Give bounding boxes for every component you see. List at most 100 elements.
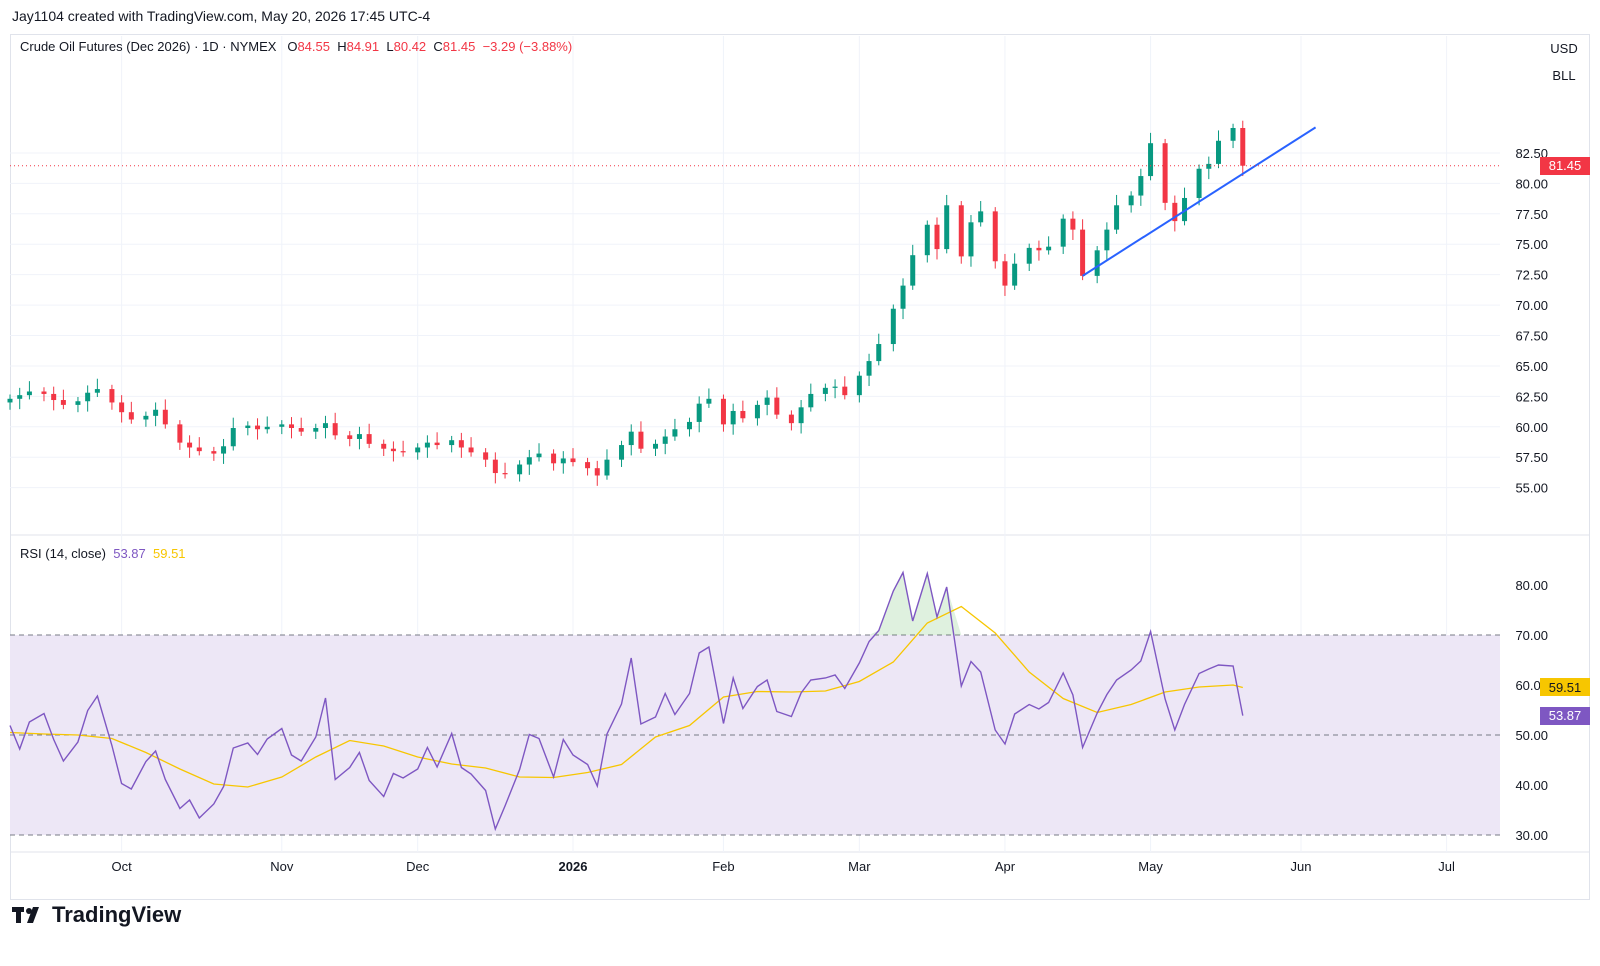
candle-body xyxy=(492,459,498,474)
candle-body xyxy=(740,410,746,419)
last-price-tag: 81.45 xyxy=(1540,156,1590,175)
candle-body xyxy=(1104,229,1110,251)
candle-body xyxy=(298,428,304,432)
candle-body xyxy=(900,285,906,309)
candle-body xyxy=(279,424,285,427)
candle-body xyxy=(866,361,872,376)
high-value: 84.91 xyxy=(346,39,380,54)
trendline xyxy=(1082,126,1317,277)
rsi-label[interactable]: RSI (14, close) xyxy=(20,546,106,561)
candle-body xyxy=(788,414,794,424)
candle-body xyxy=(1094,250,1100,276)
candle-body xyxy=(41,391,47,394)
candle-body xyxy=(774,397,780,415)
rsi-ma-tag: 59.51 xyxy=(1540,678,1590,697)
tradingview-logo[interactable]: TradingView xyxy=(12,902,181,928)
symbol-label[interactable]: Crude Oil Futures (Dec 2026) · 1D · NYME… xyxy=(20,39,277,54)
candle-body xyxy=(842,386,848,396)
candle-body xyxy=(1206,163,1212,169)
candle-body xyxy=(109,389,115,403)
candle-body xyxy=(434,442,440,446)
candle-body xyxy=(356,434,362,439)
rsi-band xyxy=(10,634,1500,836)
candle-body xyxy=(17,395,23,399)
candle-body xyxy=(85,392,91,402)
candle-body xyxy=(1012,263,1018,286)
rsi-line xyxy=(9,570,1244,832)
candlesticks xyxy=(7,120,1500,486)
candle-body xyxy=(619,445,625,460)
candle-body xyxy=(1128,195,1134,206)
candle-body xyxy=(255,425,261,430)
rsi-ma-legend-value: 59.51 xyxy=(153,546,186,561)
price-tick-label: 70.00 xyxy=(1515,298,1548,313)
candle-body xyxy=(604,459,610,476)
price-tick-label: 57.50 xyxy=(1515,450,1548,465)
currency-button[interactable]: USD xyxy=(1542,36,1586,60)
price-tick-label: 62.50 xyxy=(1515,389,1548,404)
candle-body xyxy=(449,440,455,446)
candle-body xyxy=(75,401,81,405)
time-tick-label: Mar xyxy=(848,859,871,874)
candle-body xyxy=(60,400,66,405)
candle-body xyxy=(992,211,998,262)
candle-body xyxy=(221,446,227,454)
chart-frame xyxy=(10,34,1590,900)
candle-body xyxy=(162,409,168,425)
axes: Oct Nov Dec 2026 Feb Mar Apr May Jun Jul 55.00 57.5… xyxy=(112,146,1548,874)
price-tick-label: 60.00 xyxy=(1515,420,1548,435)
candle-body xyxy=(856,375,862,396)
time-tick-label: Dec xyxy=(406,859,430,874)
candle-body xyxy=(570,458,576,463)
rsi-tick-label: 30.00 xyxy=(1515,828,1548,843)
time-tick-label: Feb xyxy=(712,859,734,874)
time-tick-label: Jul xyxy=(1438,859,1455,874)
candle-body xyxy=(7,398,13,403)
candle-body xyxy=(934,224,940,250)
candle-body xyxy=(706,398,712,404)
candle-body xyxy=(1026,247,1032,264)
rsi-tick-label: 80.00 xyxy=(1515,578,1548,593)
price-tick-label: 65.00 xyxy=(1515,359,1548,374)
candle-body xyxy=(910,255,916,286)
tradingview-logo-icon xyxy=(12,907,39,923)
candle-body xyxy=(322,423,328,429)
candle-body xyxy=(415,447,421,453)
candle-body xyxy=(143,415,149,420)
candle-body xyxy=(1114,205,1120,230)
candle-body xyxy=(1138,176,1144,196)
candle-body xyxy=(196,447,202,452)
rsi-tick-label: 40.00 xyxy=(1515,778,1548,793)
rsi-overbought-oversold-band xyxy=(10,635,1500,835)
candle-body xyxy=(585,462,591,469)
candle-body xyxy=(288,424,294,429)
candle-body xyxy=(822,387,828,394)
candle-body xyxy=(686,421,692,430)
candle-body xyxy=(968,222,974,257)
price-tick-label: 72.50 xyxy=(1515,268,1548,283)
low-label: L xyxy=(386,39,394,54)
candle-body xyxy=(551,453,557,464)
candle-body xyxy=(94,389,100,393)
candle-body xyxy=(764,397,770,405)
low-value: 80.42 xyxy=(393,39,427,54)
candle-body xyxy=(1230,127,1236,141)
high-label: H xyxy=(337,39,347,54)
open-value: 84.55 xyxy=(297,39,330,54)
rsi-tick-label: 60.00 xyxy=(1515,678,1548,693)
price-tick-label: 82.50 xyxy=(1515,146,1548,161)
candle-body xyxy=(662,436,668,444)
candle-body xyxy=(730,410,736,425)
time-tick-label: Nov xyxy=(270,859,294,874)
unit-button[interactable]: BLL xyxy=(1542,63,1586,87)
candle-body xyxy=(944,205,950,250)
rsi-overbought-fill xyxy=(869,572,962,635)
candle-body xyxy=(230,428,236,447)
candle-body xyxy=(128,412,134,420)
rsi-tick-label: 50.00 xyxy=(1515,728,1548,743)
candle-body xyxy=(696,403,702,422)
price-tick-label: 75.00 xyxy=(1515,237,1548,252)
candle-body xyxy=(332,423,338,436)
candle-body xyxy=(245,425,251,429)
